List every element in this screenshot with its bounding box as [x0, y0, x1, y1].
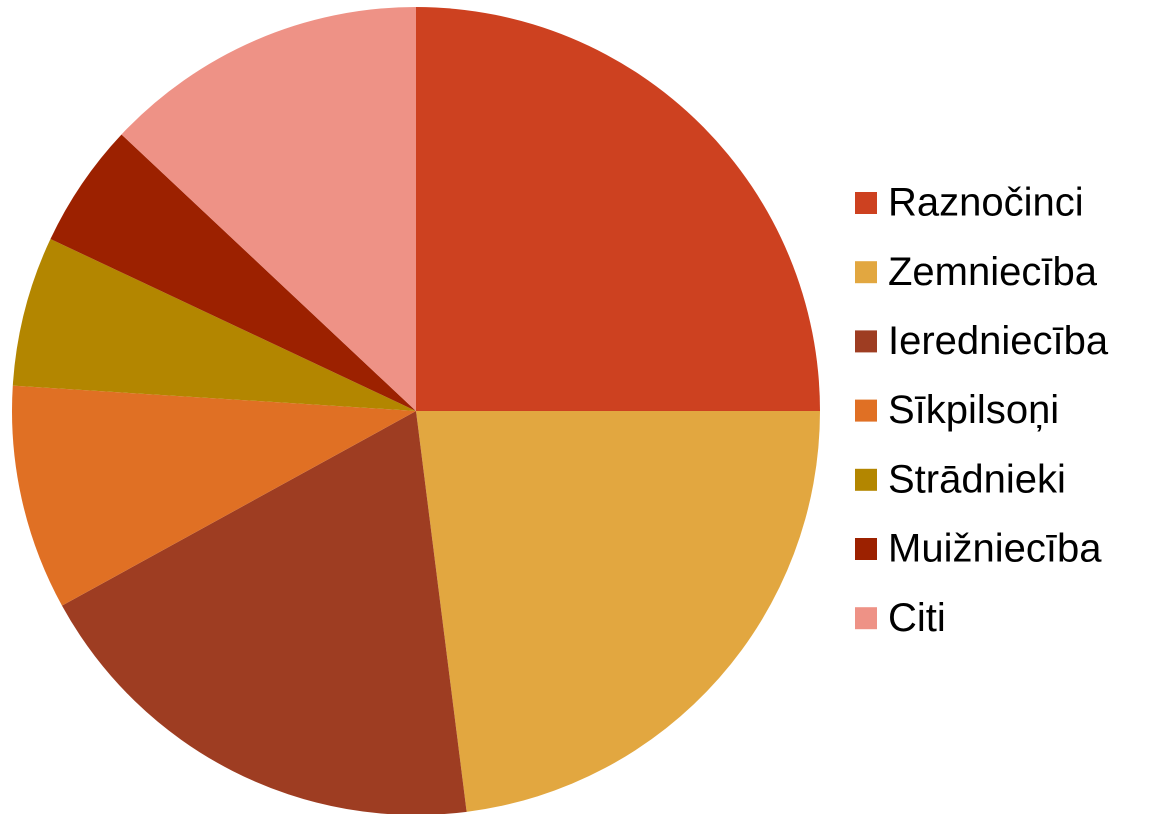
- legend-swatch: [855, 330, 877, 353]
- pie-slice: [416, 7, 820, 411]
- legend-label: Sīkpilsoņi: [888, 388, 1059, 432]
- pie-slice: [50, 134, 417, 411]
- legend-swatch: [855, 399, 877, 422]
- legend-label: Citi: [888, 596, 946, 640]
- legend-swatch: [855, 607, 877, 630]
- legend-label: Ieredniecība: [888, 319, 1109, 363]
- pie-slice: [11, 385, 416, 606]
- legend-swatch: [855, 192, 877, 214]
- pie-slice: [416, 411, 820, 812]
- legend-swatch: [855, 261, 877, 284]
- pie-slice: [121, 7, 416, 411]
- pie-slice: [61, 411, 467, 814]
- legend-label: Muižniecība: [888, 527, 1102, 571]
- legend-label: Zemniecība: [888, 250, 1098, 294]
- legend-swatch: [855, 538, 877, 560]
- legend-label: Raznočinci: [888, 181, 1084, 225]
- pie-slice: [12, 238, 416, 411]
- legend-swatch: [855, 468, 877, 491]
- legend-label: Strādnieki: [888, 457, 1066, 501]
